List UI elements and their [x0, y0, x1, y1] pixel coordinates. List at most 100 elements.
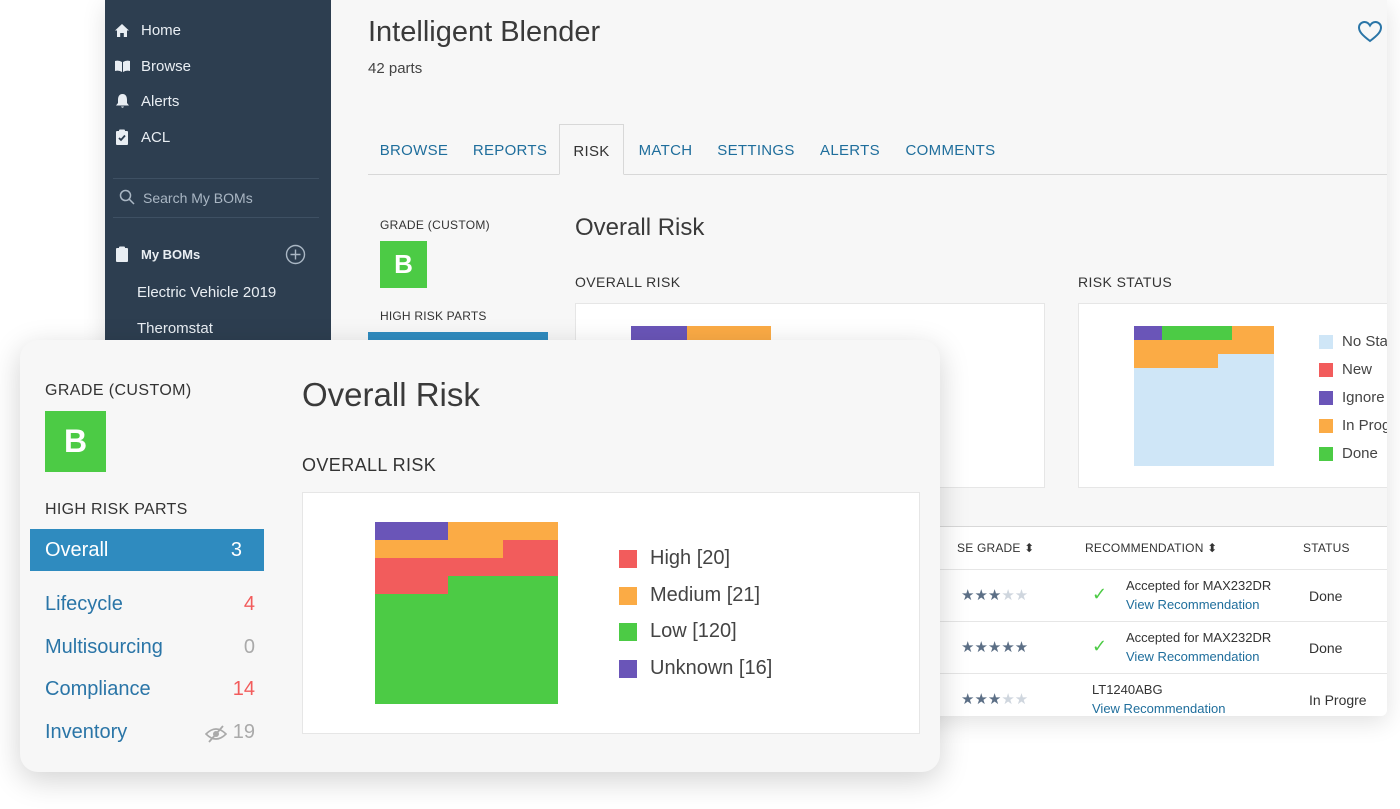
legend-item: Ignore	[1319, 389, 1385, 406]
bom-item[interactable]: Theromstat	[137, 320, 213, 337]
page-title: Intelligent Blender	[368, 16, 601, 48]
sidebar-item-alerts[interactable]: Alerts	[113, 89, 179, 113]
legend-label: No Sta	[1342, 333, 1387, 350]
legend-item: No Sta	[1319, 333, 1387, 350]
sidebar-item-acl[interactable]: ACL	[113, 125, 170, 149]
high-risk-parts-label: HIGH RISK PARTS	[45, 501, 188, 518]
row-status: Done	[1309, 588, 1343, 604]
sidebar-item-browse[interactable]: Browse	[113, 54, 191, 78]
grade-badge: B	[45, 411, 106, 472]
risk-item-count: 4	[243, 593, 255, 615]
table-row[interactable]: ★★★★★ LT1240ABG View Recommendation In P…	[921, 673, 1387, 716]
risk-status-waffle	[1134, 326, 1274, 466]
overall-risk-chart: High [20] Medium [21] Low [120] Unknown …	[302, 492, 920, 734]
section-title: Overall Risk	[575, 214, 705, 241]
waffle-segment-in-progress	[1232, 326, 1274, 340]
tab-browse[interactable]: BROWSE	[379, 142, 449, 159]
tab-reports[interactable]: REPORTS	[472, 142, 548, 159]
waffle-segment-high	[375, 540, 558, 594]
legend-label: High [20]	[650, 547, 731, 569]
view-recommendation-link[interactable]: View Recommendation	[1126, 649, 1260, 664]
column-header-se-grade[interactable]: SE GRADE ⬍	[957, 541, 1035, 555]
parts-count: 42 parts	[368, 60, 423, 77]
star-rating: ★★★★★	[961, 587, 1029, 604]
parts-table: ⬍ SE GRADE ⬍ RECOMMENDATION ⬍ STATUS ★★★…	[921, 526, 1387, 716]
add-bom-icon[interactable]	[285, 244, 306, 270]
clipboard-check-icon	[113, 129, 131, 145]
star-rating: ★★★★★	[961, 691, 1029, 708]
overall-risk-label: OVERALL RISK	[302, 455, 437, 475]
checkmark-icon: ✓	[1092, 636, 1108, 656]
risk-item-label: Compliance	[45, 678, 151, 700]
risk-item-count: 14	[232, 678, 255, 700]
legend-swatch	[619, 586, 637, 605]
grade-badge: B	[380, 241, 427, 288]
overall-risk-waffle-back	[631, 326, 771, 340]
tab-match[interactable]: MATCH	[638, 142, 693, 159]
checkmark-icon: ✓	[1092, 584, 1108, 604]
legend-label: Medium [21]	[650, 584, 761, 606]
risk-item-count: 3	[230, 539, 242, 561]
waffle-segment-low	[375, 576, 558, 704]
search-icon	[119, 189, 135, 208]
legend-swatch	[1319, 418, 1333, 433]
legend-label: Done	[1342, 445, 1378, 462]
legend-label: Unknown [16]	[650, 657, 773, 679]
overall-risk-label: OVERALL RISK	[575, 274, 681, 290]
bom-search-input[interactable]: Search My BOMs	[113, 178, 319, 218]
waffle-segment-medium	[687, 326, 771, 340]
risk-item-label: Multisourcing	[45, 636, 163, 658]
tab-risk[interactable]: RISK	[559, 124, 624, 175]
legend-item: New	[1319, 361, 1372, 378]
recommendation-text: Accepted for MAX232DR	[1126, 630, 1272, 645]
tab-comments[interactable]: COMMENTS	[905, 142, 996, 159]
column-header-recommendation[interactable]: RECOMMENDATION ⬍	[1085, 541, 1218, 555]
view-recommendation-link[interactable]: View Recommendation	[1092, 701, 1226, 716]
risk-status-chart: No Sta New Ignore In Prog Done	[1078, 303, 1387, 488]
legend-swatch	[619, 549, 637, 568]
risk-item-overall[interactable]: Overall 3	[30, 529, 264, 571]
legend-label: Low [120]	[650, 620, 737, 642]
legend-item: Low [120]	[619, 620, 737, 643]
grade-label: GRADE (CUSTOM)	[380, 218, 490, 232]
clipboard-icon	[113, 246, 131, 262]
risk-item-compliance[interactable]: Compliance 14	[45, 678, 255, 706]
risk-item-lifecycle[interactable]: Lifecycle 4	[45, 593, 255, 621]
waffle-segment-done	[1162, 326, 1232, 340]
overall-risk-waffle	[375, 522, 558, 704]
risk-item-label: Lifecycle	[45, 593, 123, 615]
legend-swatch	[1319, 362, 1333, 377]
risk-item-multisourcing[interactable]: Multisourcing 0	[45, 636, 255, 664]
star-rating: ★★★★★	[961, 639, 1029, 656]
waffle-segment-unknown	[375, 522, 448, 540]
legend-label: Ignore	[1342, 389, 1385, 406]
recommendation-text: LT1240ABG	[1092, 682, 1163, 697]
sidebar-item-label: Browse	[141, 57, 192, 75]
risk-item-label: Overall	[45, 539, 109, 561]
section-title: Overall Risk	[302, 376, 480, 413]
sidebar-item-label: ACL	[141, 128, 171, 146]
risk-summary-card: GRADE (CUSTOM) B HIGH RISK PARTS Overall…	[20, 340, 940, 772]
row-status: Done	[1309, 640, 1343, 656]
legend-item: Medium [21]	[619, 584, 760, 607]
view-recommendation-link[interactable]: View Recommendation	[1126, 597, 1260, 612]
sidebar-item-home[interactable]: Home	[113, 18, 181, 42]
risk-item-inventory[interactable]: Inventory 19	[45, 721, 255, 749]
waffle-segment-ignore	[1134, 326, 1162, 340]
waffle-segment-unknown	[631, 326, 687, 340]
tab-alerts[interactable]: ALERTS	[820, 142, 880, 159]
legend-label: In Prog	[1342, 417, 1387, 434]
table-row[interactable]: ★★★★★ ✓ Accepted for MAX232DR View Recom…	[921, 621, 1387, 673]
risk-status-label: RISK STATUS	[1078, 274, 1173, 290]
legend-swatch	[619, 622, 637, 641]
heart-icon[interactable]	[1357, 20, 1383, 49]
overall-selected-item[interactable]	[368, 332, 548, 342]
legend-item: Done	[1319, 445, 1378, 462]
risk-item-label: Inventory	[45, 721, 128, 743]
table-row[interactable]: ★★★★★ ✓ Accepted for MAX232DR View Recom…	[921, 569, 1387, 621]
column-header-status[interactable]: STATUS	[1303, 541, 1350, 555]
bom-item[interactable]: Electric Vehicle 2019	[137, 284, 277, 301]
legend-item: In Prog	[1319, 417, 1387, 434]
high-risk-parts-label: HIGH RISK PARTS	[380, 309, 487, 323]
tab-settings[interactable]: SETTINGS	[717, 142, 795, 159]
